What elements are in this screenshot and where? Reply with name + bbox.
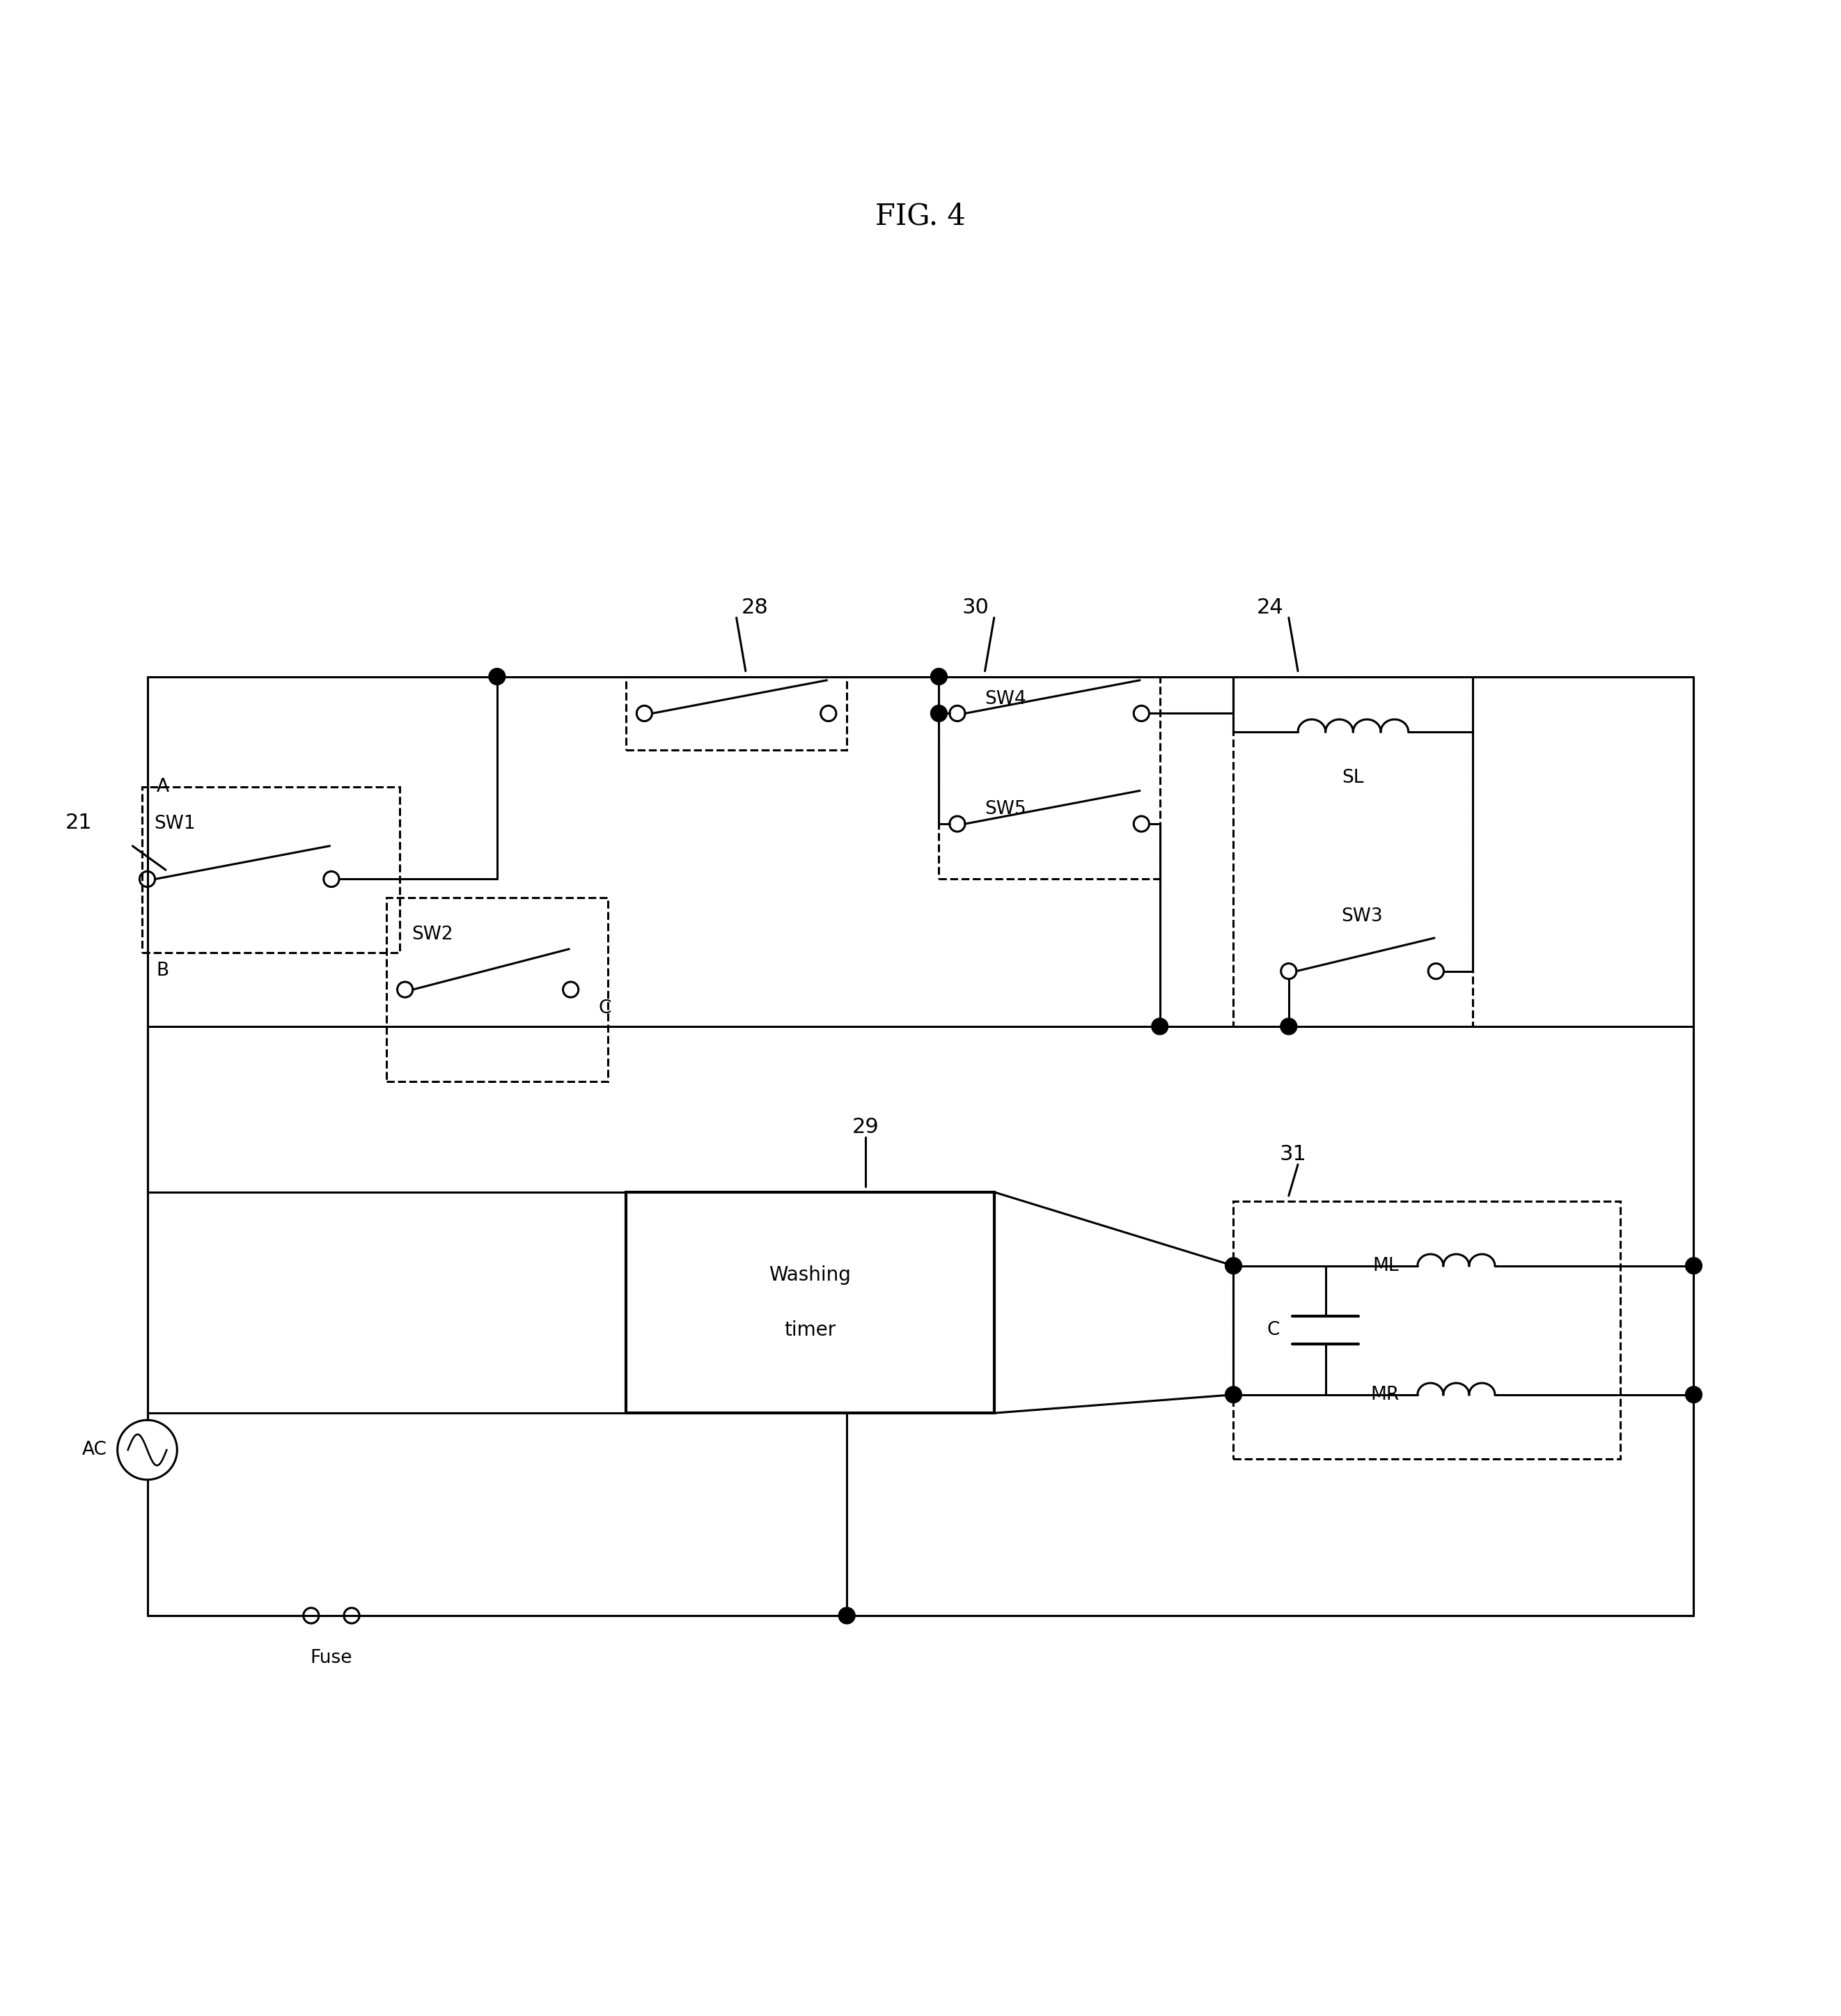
Circle shape [1226,1258,1241,1274]
Text: Fuse: Fuse [311,1649,352,1667]
Text: 21: 21 [64,812,92,833]
Text: 30: 30 [963,597,989,617]
Text: 28: 28 [742,597,768,617]
Circle shape [932,706,946,722]
Circle shape [490,667,506,685]
Bar [939,677,1160,879]
Bar [1233,677,1473,1026]
Text: ML: ML [1373,1256,1399,1274]
Text: SW1: SW1 [155,814,195,833]
Text: 31: 31 [1279,1145,1307,1165]
Text: SW5: SW5 [985,800,1027,818]
Circle shape [1686,1258,1703,1274]
Text: MR: MR [1370,1385,1399,1403]
Circle shape [839,1607,854,1623]
Text: timer: timer [784,1320,836,1341]
Text: AC: AC [81,1441,107,1460]
Circle shape [1152,1018,1167,1034]
Text: A: A [156,778,169,796]
Bar [142,786,399,954]
Text: FIG. 4: FIG. 4 [874,202,967,232]
Bar [626,677,847,750]
Text: 29: 29 [852,1117,878,1137]
Text: 24: 24 [1257,597,1283,617]
Bar [1233,1202,1620,1460]
Circle shape [1686,1387,1703,1403]
Text: Washing: Washing [770,1266,851,1284]
Text: SW4: SW4 [985,689,1027,708]
Circle shape [1226,1387,1241,1403]
Bar [387,897,608,1083]
Circle shape [932,667,946,685]
Text: SW2: SW2 [412,925,453,943]
Text: B: B [156,962,169,980]
Bar [626,1191,994,1413]
Text: SW3: SW3 [1342,907,1383,925]
Text: SL: SL [1342,768,1364,786]
Text: C: C [598,1000,611,1018]
Text: C: C [1267,1320,1279,1339]
Circle shape [1281,1018,1298,1034]
